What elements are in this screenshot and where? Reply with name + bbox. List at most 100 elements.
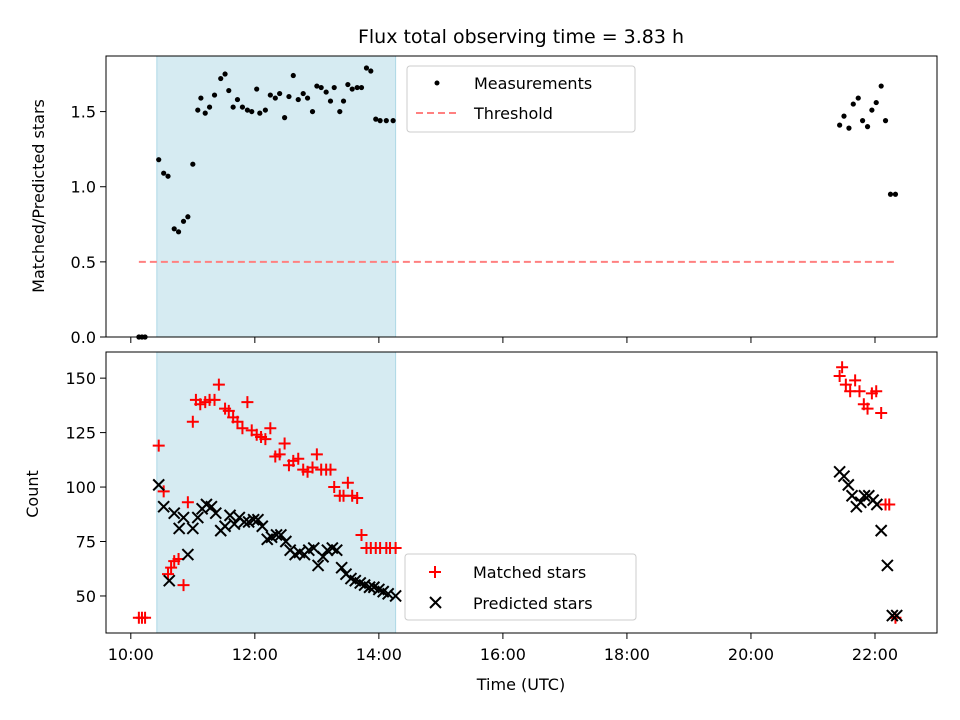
x-axis-label: Time (UTC) (476, 675, 565, 694)
predicted-star-point (228, 517, 241, 531)
measurement-point (377, 118, 383, 124)
x-tick-label: 22:00 (852, 645, 898, 664)
measurement-point (309, 108, 316, 115)
matched-star-point (231, 415, 244, 428)
predicted-star-point (223, 509, 237, 522)
measurement-point (175, 229, 182, 235)
measurement-point (295, 96, 301, 103)
top-y-tick-label: 1.0 (71, 178, 96, 197)
measurement-point (267, 92, 273, 98)
figure-title: Flux total observing time = 3.83 h (358, 26, 684, 48)
matched-stars-points (132, 361, 902, 624)
measurement-point (272, 95, 278, 101)
measurement-point (337, 108, 343, 115)
matched-star-point (152, 439, 165, 452)
measurement-point (873, 99, 879, 106)
measurement-point (222, 71, 228, 77)
matched-star-point (264, 422, 277, 435)
measurement-point (171, 226, 177, 232)
bottom-panel: 50 75 100 125 150 10:00 12:00 14:00 16:00 18:00 2… (23, 351, 938, 694)
predicted-star-point (218, 520, 232, 533)
matched-star-point (836, 361, 849, 374)
predicted-star-point (177, 511, 190, 524)
predicted-star-point (837, 469, 851, 483)
measurement-point (300, 90, 306, 97)
measurement-point (349, 86, 355, 92)
measurement-point (239, 104, 246, 110)
measurement-point (286, 93, 292, 100)
predicted-star-point (330, 544, 343, 557)
top-y-tick-label: 0.0 (71, 328, 96, 347)
matched-star-point (883, 498, 896, 511)
predicted-stars-points (152, 465, 903, 622)
matched-star-point (306, 461, 319, 474)
top-legend-box (406, 65, 636, 133)
matched-star-point (870, 385, 883, 398)
predicted-star-point (168, 506, 181, 520)
measurement-point (390, 118, 396, 124)
measurement-point (282, 115, 288, 121)
x-tick-label: 18:00 (604, 645, 650, 664)
predicted-star-point (389, 589, 402, 603)
measurement-point (363, 65, 370, 71)
bottom-x-ticks: 10:00 12:00 14:00 16:00 18:00 20:00 22:00 (108, 633, 898, 664)
measurement-point (211, 92, 218, 98)
predicted-star-point (335, 561, 348, 574)
predicted-legend-label: Predicted stars (473, 594, 593, 613)
measurement-point (244, 107, 250, 113)
matched-star-point (341, 476, 354, 489)
predicted-star-point (205, 500, 218, 513)
matched-star-point (165, 561, 178, 574)
bottom-legend: Matched stars Predicted stars (404, 553, 637, 621)
matched-star-point (355, 528, 368, 541)
matched-star-point (849, 374, 862, 387)
top-y-ticks: 0.0 0.5 1.0 1.5 (71, 103, 106, 347)
measurement-point (358, 84, 365, 91)
matched-star-point (853, 385, 866, 398)
predicted-star-point (890, 609, 903, 622)
predicted-star-point (191, 511, 204, 524)
measurement-point (202, 110, 208, 116)
top-legend: Measurements Threshold (406, 65, 636, 133)
bottom-axes-frame (105, 351, 938, 634)
measurement-point (249, 108, 255, 115)
matched-legend-marker (429, 566, 441, 578)
x-tick-label: 14:00 (356, 645, 402, 664)
matched-star-point (861, 402, 874, 415)
bottom-y-tick-label: 150 (65, 369, 96, 388)
predicted-star-point (381, 587, 395, 600)
predicted-star-point (172, 522, 186, 535)
measurement-point (165, 173, 171, 179)
matched-star-point (259, 433, 272, 446)
measurement-point (230, 104, 236, 110)
measurement-point (190, 161, 196, 167)
measurement-point (368, 68, 374, 74)
measurement-point (257, 110, 263, 116)
measurement-point (198, 95, 204, 101)
predicted-star-point (157, 500, 170, 513)
measurement-point (314, 83, 320, 89)
measurement-point (331, 84, 337, 91)
measurement-point (892, 191, 899, 197)
measurement-point (841, 113, 847, 119)
measurement-point (373, 116, 379, 122)
matched-star-point (278, 437, 291, 450)
matched-star-point (212, 378, 225, 391)
measurement-point (226, 87, 232, 94)
predicted-legend-marker (429, 596, 442, 609)
measurement-point (878, 83, 884, 89)
matched-star-point (292, 452, 305, 465)
matched-star-point (186, 415, 199, 428)
x-tick-label: 20:00 (728, 645, 774, 664)
measurement-point (383, 118, 389, 124)
top-panel: 0.0 0.5 1.0 1.5 Matched/Predicted stars Mea… (29, 55, 938, 347)
matched-star-point (389, 542, 402, 555)
measurement-point (340, 98, 347, 104)
measurement-point (161, 170, 167, 176)
predicted-star-point (858, 489, 871, 502)
matched-star-point (208, 393, 221, 406)
matched-star-point (324, 463, 337, 476)
bottom-y-tick-label: 125 (65, 424, 96, 443)
predicted-star-point (238, 515, 251, 529)
